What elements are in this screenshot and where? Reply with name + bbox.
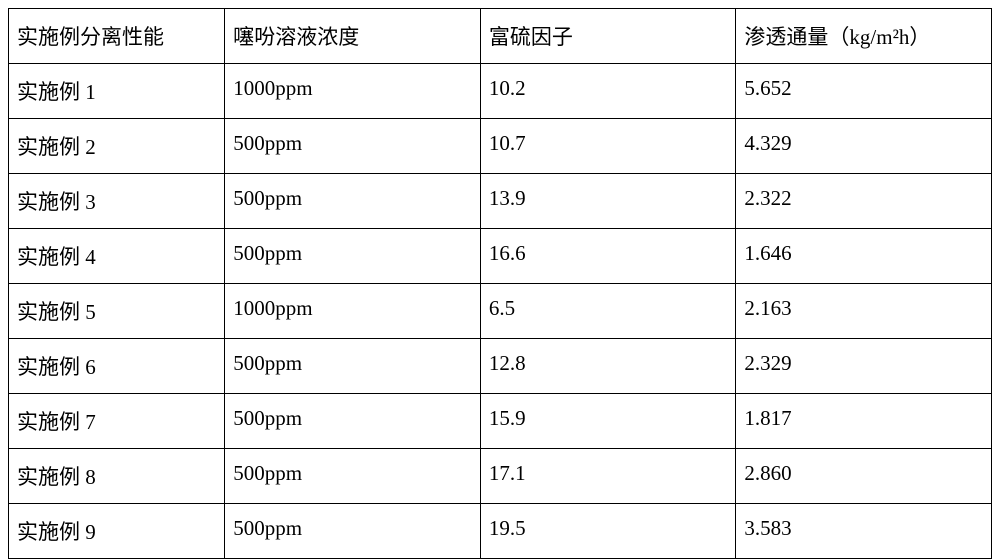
table-cell: 1000ppm bbox=[225, 284, 481, 339]
table-cell: 2.322 bbox=[736, 174, 992, 229]
data-table: 实施例分离性能 噻吩溶液浓度 富硫因子 渗透通量（kg/m²h） 实施例 1 1… bbox=[8, 8, 992, 559]
table-cell: 实施例 8 bbox=[9, 449, 225, 504]
table-cell: 2.163 bbox=[736, 284, 992, 339]
table-cell: 5.652 bbox=[736, 64, 992, 119]
table-cell: 13.9 bbox=[480, 174, 736, 229]
table-header-row: 实施例分离性能 噻吩溶液浓度 富硫因子 渗透通量（kg/m²h） bbox=[9, 9, 992, 64]
table-cell: 3.583 bbox=[736, 504, 992, 559]
table-cell: 12.8 bbox=[480, 339, 736, 394]
table-cell: 实施例 6 bbox=[9, 339, 225, 394]
table-cell: 实施例 4 bbox=[9, 229, 225, 284]
table-cell: 实施例 1 bbox=[9, 64, 225, 119]
table-cell: 10.7 bbox=[480, 119, 736, 174]
table-cell: 1.646 bbox=[736, 229, 992, 284]
table-cell: 2.860 bbox=[736, 449, 992, 504]
table-cell: 500ppm bbox=[225, 449, 481, 504]
table-cell: 500ppm bbox=[225, 394, 481, 449]
table-cell: 500ppm bbox=[225, 119, 481, 174]
table-row: 实施例 1 1000ppm 10.2 5.652 bbox=[9, 64, 992, 119]
table-cell: 500ppm bbox=[225, 174, 481, 229]
table-cell: 500ppm bbox=[225, 504, 481, 559]
table-header-cell: 实施例分离性能 bbox=[9, 9, 225, 64]
table-row: 实施例 3 500ppm 13.9 2.322 bbox=[9, 174, 992, 229]
table-row: 实施例 9 500ppm 19.5 3.583 bbox=[9, 504, 992, 559]
table-cell: 1.817 bbox=[736, 394, 992, 449]
table-row: 实施例 7 500ppm 15.9 1.817 bbox=[9, 394, 992, 449]
table-cell: 实施例 7 bbox=[9, 394, 225, 449]
table-cell: 实施例 5 bbox=[9, 284, 225, 339]
table-header-cell: 噻吩溶液浓度 bbox=[225, 9, 481, 64]
table-cell: 500ppm bbox=[225, 229, 481, 284]
table-cell: 16.6 bbox=[480, 229, 736, 284]
table-header-cell: 渗透通量（kg/m²h） bbox=[736, 9, 992, 64]
table-cell: 500ppm bbox=[225, 339, 481, 394]
table-cell: 10.2 bbox=[480, 64, 736, 119]
table-cell: 15.9 bbox=[480, 394, 736, 449]
table-header-cell: 富硫因子 bbox=[480, 9, 736, 64]
table-cell: 4.329 bbox=[736, 119, 992, 174]
table-cell: 17.1 bbox=[480, 449, 736, 504]
table-row: 实施例 5 1000ppm 6.5 2.163 bbox=[9, 284, 992, 339]
table-cell: 19.5 bbox=[480, 504, 736, 559]
table-cell: 实施例 2 bbox=[9, 119, 225, 174]
table-cell: 实施例 9 bbox=[9, 504, 225, 559]
table-row: 实施例 4 500ppm 16.6 1.646 bbox=[9, 229, 992, 284]
table-row: 实施例 6 500ppm 12.8 2.329 bbox=[9, 339, 992, 394]
table-cell: 2.329 bbox=[736, 339, 992, 394]
table-row: 实施例 8 500ppm 17.1 2.860 bbox=[9, 449, 992, 504]
table-cell: 1000ppm bbox=[225, 64, 481, 119]
table-cell: 6.5 bbox=[480, 284, 736, 339]
table-row: 实施例 2 500ppm 10.7 4.329 bbox=[9, 119, 992, 174]
table-cell: 实施例 3 bbox=[9, 174, 225, 229]
